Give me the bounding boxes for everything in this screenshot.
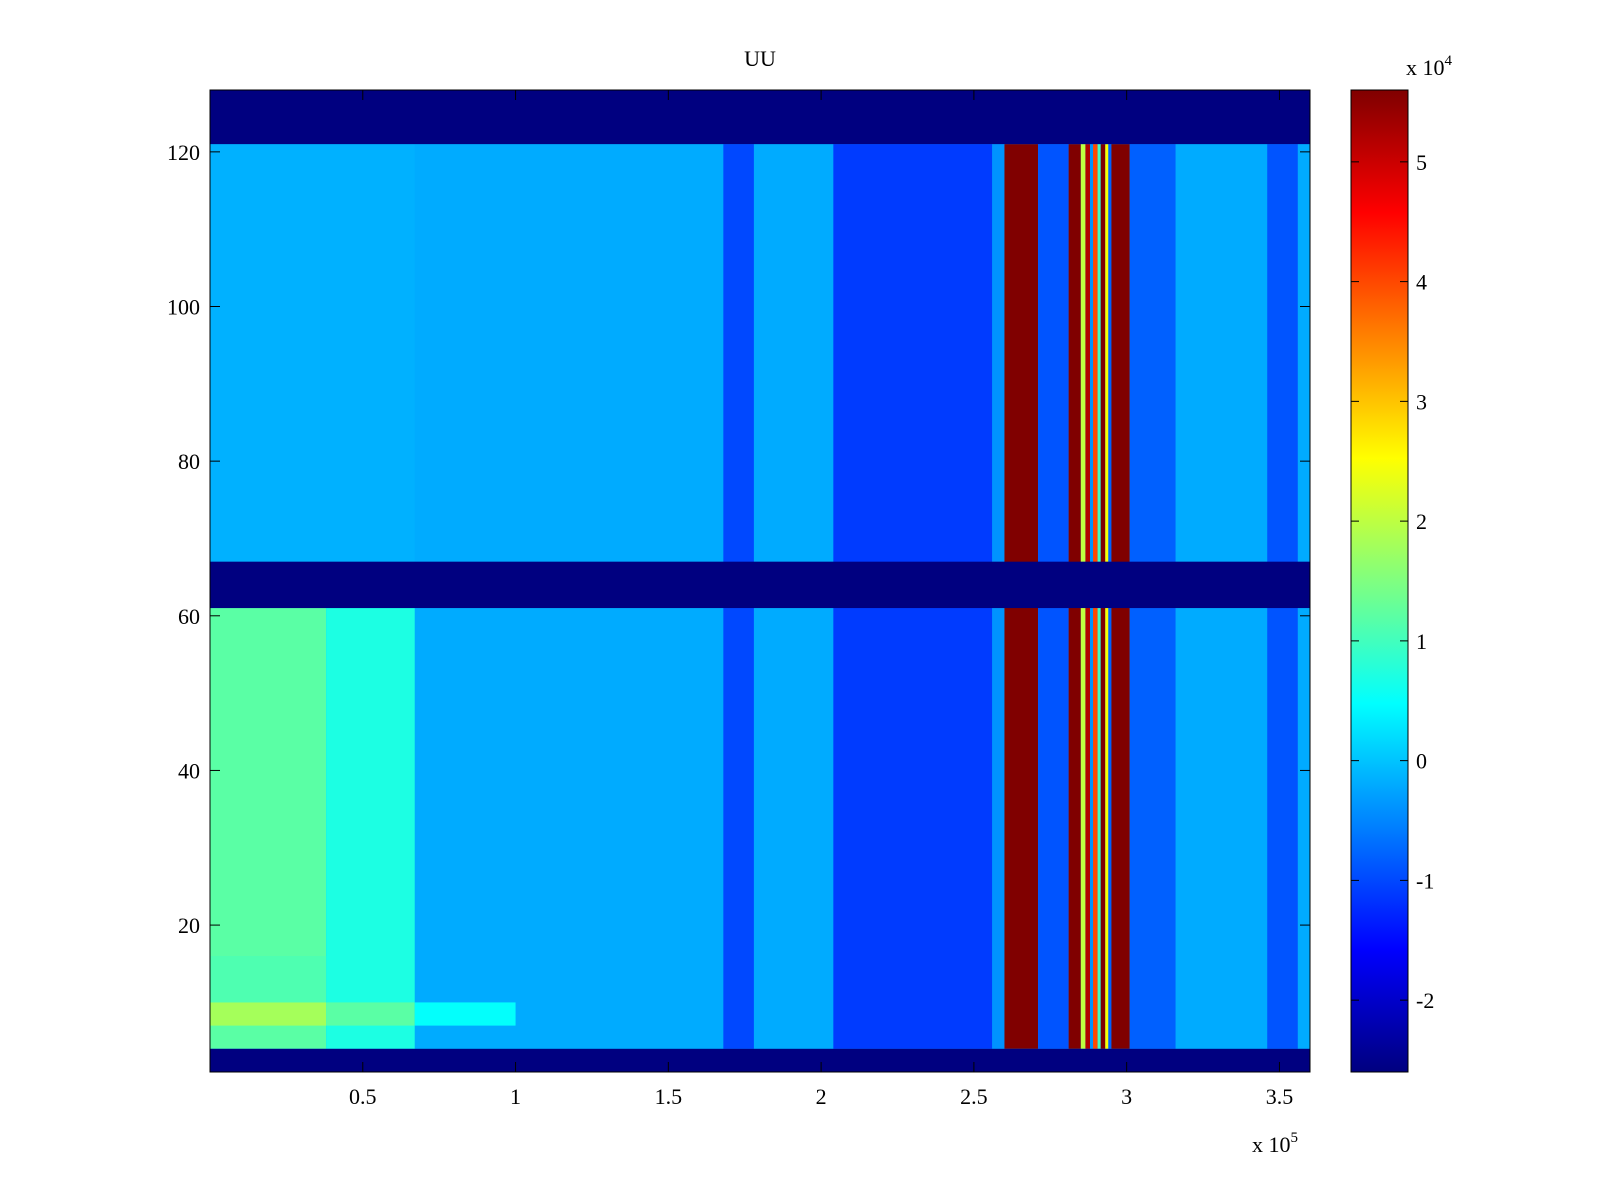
heatmap-masked-band <box>210 561 1310 609</box>
y-tick-label: 60 <box>178 604 200 629</box>
colorbar-tick-label: 1 <box>1416 629 1427 654</box>
heatmap-band <box>414 1002 516 1026</box>
x-tick-label: 1.5 <box>655 1084 683 1109</box>
x-tick-label: 3 <box>1121 1084 1132 1109</box>
colorbar-multiplier: x 104 <box>1406 53 1453 80</box>
y-tick-label: 40 <box>178 758 200 783</box>
x-tick-label: 1 <box>510 1084 521 1109</box>
x-tick-label: 0.5 <box>349 1084 377 1109</box>
colorbar-tick-label: 0 <box>1416 749 1427 774</box>
x-tick-label: 2.5 <box>960 1084 988 1109</box>
colorbar <box>1350 89 1409 1073</box>
colorbar-tick-label: 4 <box>1416 270 1427 295</box>
colorbar-tick-label: 2 <box>1416 509 1427 534</box>
colorbar-tick-label: -2 <box>1416 988 1434 1013</box>
heatmap-masked-band <box>210 1048 1310 1072</box>
heatmap-band <box>210 1002 327 1026</box>
colorbar-tick-label: 3 <box>1416 389 1427 414</box>
heatmap-band <box>326 608 415 1049</box>
heatmap-band <box>210 956 327 1003</box>
y-tick-label: 80 <box>178 449 200 474</box>
chart-title: UU <box>744 46 776 71</box>
heatmap-masked-band <box>210 90 1310 145</box>
colorbar-tick-label: -1 <box>1416 868 1434 893</box>
x-axis-multiplier: x 105 <box>1252 1130 1298 1157</box>
y-tick-label: 20 <box>178 913 200 938</box>
plot-frame <box>209 89 1311 1073</box>
y-tick-label: 120 <box>167 140 200 165</box>
heatmap-band <box>210 144 415 562</box>
colorbar-tick-label: 5 <box>1416 150 1427 175</box>
heatmap-band <box>326 1002 415 1026</box>
y-tick-label: 100 <box>167 295 200 320</box>
x-tick-label: 3.5 <box>1266 1084 1294 1109</box>
x-tick-label: 2 <box>816 1084 827 1109</box>
